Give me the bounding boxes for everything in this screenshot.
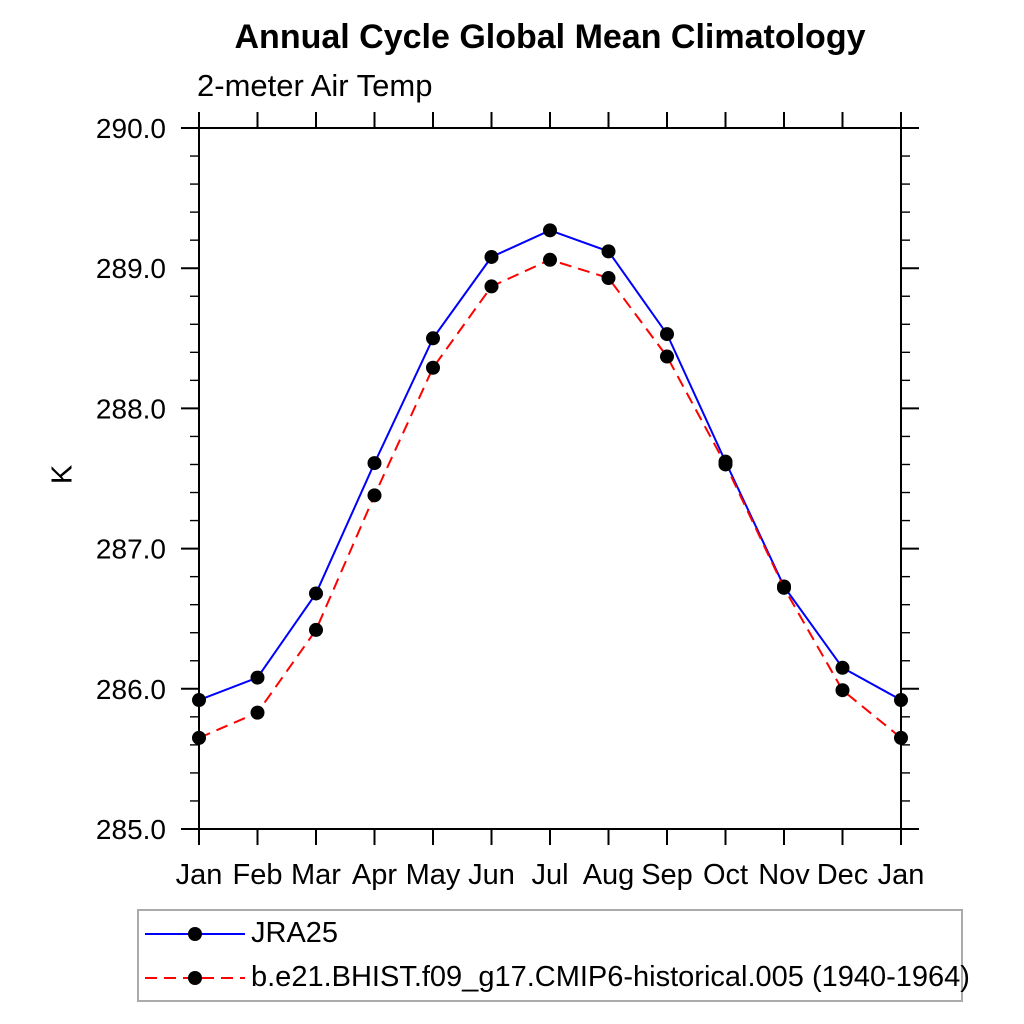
data-point-marker: [367, 456, 382, 471]
x-tick-label: Jan: [176, 859, 223, 891]
x-tick-label: Jul: [531, 859, 568, 891]
legend-marker-icon: [188, 970, 202, 985]
legend-item: b.e21.BHIST.f09_g17.CMIP6-historical.005…: [142, 957, 970, 999]
data-point-marker: [309, 622, 323, 637]
x-tick-label: Sep: [641, 859, 693, 891]
data-point-marker: [192, 693, 206, 708]
data-point-marker: [601, 244, 616, 259]
y-tick-label: 285.0: [96, 814, 166, 845]
data-point-marker: [543, 223, 557, 238]
x-tick-label: Mar: [291, 859, 341, 891]
data-point-marker: [835, 660, 850, 675]
data-point-marker: [426, 331, 440, 346]
data-point-marker: [484, 279, 499, 294]
y-tick-label: 289.0: [96, 253, 166, 284]
data-point-marker: [601, 271, 616, 286]
data-point-marker: [309, 586, 323, 601]
series-line-0: [198, 229, 902, 701]
series-line-1: [198, 258, 902, 739]
legend-line-sample-icon: [145, 926, 245, 941]
x-tick-label: Feb: [233, 859, 283, 891]
y-tick-label: 286.0: [96, 674, 166, 705]
chart-title: Annual Cycle Global Mean Climatology: [234, 18, 866, 56]
data-point-marker: [250, 705, 265, 720]
y-tick-label: 287.0: [96, 534, 166, 565]
data-point-marker: [777, 580, 791, 595]
legend-item: JRA25: [142, 913, 961, 955]
x-tick-label: Nov: [758, 859, 810, 891]
data-point-marker: [192, 730, 206, 745]
x-tick-label: Aug: [583, 859, 635, 891]
y-tick-label: 290.0: [96, 113, 166, 144]
data-point-marker: [484, 249, 499, 264]
legend: JRA25 b.e21.BHIST.f09_g17.CMIP6-historic…: [137, 909, 970, 1002]
x-tick-label: Oct: [703, 859, 748, 891]
x-tick-label: May: [406, 859, 461, 891]
data-point-marker: [660, 349, 674, 364]
data-point-marker: [367, 488, 382, 503]
legend-line-sample-icon: [145, 970, 245, 985]
data-point-marker: [660, 327, 674, 342]
x-tick-label: Apr: [352, 859, 397, 891]
x-tick-label: Dec: [817, 859, 869, 891]
data-point-marker: [718, 457, 733, 472]
data-point-marker: [894, 730, 908, 745]
x-tick-label: Jan: [878, 859, 925, 891]
data-point-marker: [250, 670, 265, 685]
x-tick-label: Jun: [468, 859, 515, 891]
data-point-marker: [835, 683, 850, 698]
y-tick-label: 288.0: [96, 393, 166, 424]
data-point-marker: [426, 360, 440, 375]
legend-marker-icon: [188, 926, 202, 941]
data-point-marker: [543, 252, 557, 267]
legend-label: b.e21.BHIST.f09_g17.CMIP6-historical.005…: [251, 961, 970, 993]
chart-subtitle: 2-meter Air Temp: [197, 68, 433, 103]
legend-label: JRA25: [251, 917, 339, 949]
data-point-marker: [894, 693, 908, 708]
